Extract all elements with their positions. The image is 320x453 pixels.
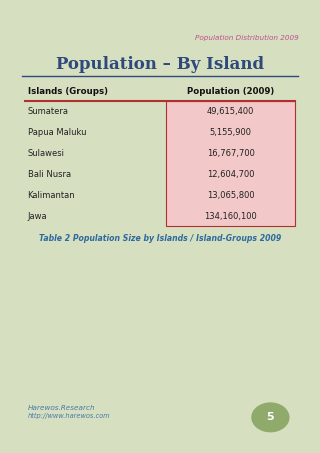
Text: Sumatera: Sumatera [28,107,68,116]
Text: 49,615,400: 49,615,400 [207,107,254,116]
FancyBboxPatch shape [13,18,307,30]
Ellipse shape [251,402,290,432]
FancyBboxPatch shape [166,143,295,164]
Text: Table 2 Population Size by Islands / Island-Groups 2009: Table 2 Population Size by Islands / Isl… [39,234,281,243]
FancyBboxPatch shape [166,206,295,226]
Text: Bali Nusra: Bali Nusra [28,170,71,179]
Text: Population (2009): Population (2009) [187,87,274,96]
Text: Population Distribution 2009: Population Distribution 2009 [195,35,298,41]
FancyBboxPatch shape [166,164,295,185]
Text: 12,604,700: 12,604,700 [207,170,254,179]
Text: Islands (Groups): Islands (Groups) [28,87,108,96]
Text: Harewos.Research: Harewos.Research [28,405,95,411]
Text: 13,065,800: 13,065,800 [207,191,254,200]
FancyBboxPatch shape [166,122,295,143]
Text: Kalimantan: Kalimantan [28,191,75,200]
Text: 5: 5 [267,412,274,422]
Text: 16,767,700: 16,767,700 [207,149,255,158]
FancyBboxPatch shape [166,101,295,122]
Text: http://www.harewos.com: http://www.harewos.com [28,413,110,419]
FancyBboxPatch shape [166,185,295,206]
Text: Population – By Island: Population – By Island [56,56,264,72]
Text: Sulawesi: Sulawesi [28,149,65,158]
Text: Jawa: Jawa [28,212,47,221]
Text: 134,160,100: 134,160,100 [204,212,257,221]
Text: Papua Maluku: Papua Maluku [28,128,86,137]
Text: 5,155,900: 5,155,900 [210,128,252,137]
